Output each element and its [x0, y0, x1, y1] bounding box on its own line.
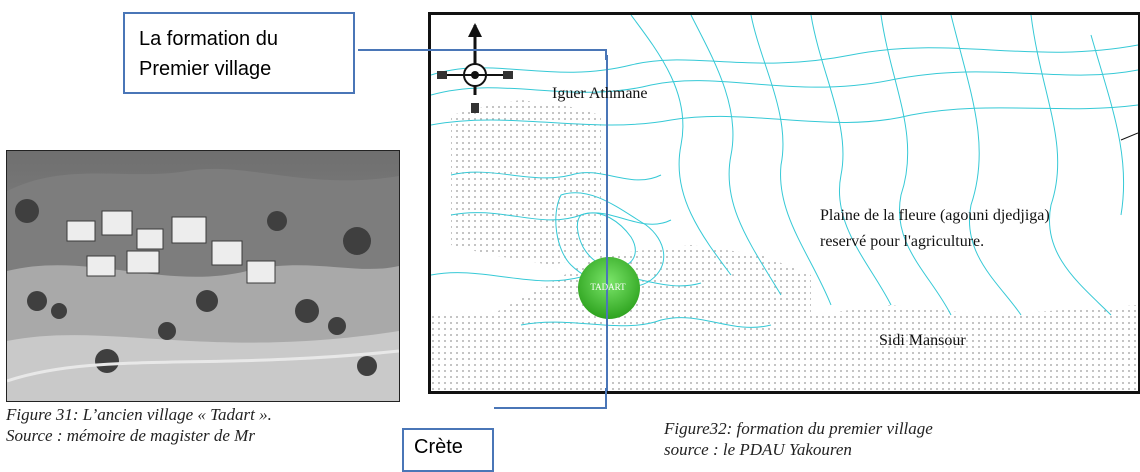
figure31-caption-line1: Figure 31: L’ancien village « Tadart ». — [6, 405, 272, 424]
edge-mark — [1120, 132, 1138, 141]
figure32-caption-line1: Figure32: formation du premier village — [664, 419, 933, 438]
compass-icon — [437, 23, 513, 113]
label-sidi-mansour: Sidi Mansour — [879, 332, 966, 349]
village-photo-drawing — [7, 151, 399, 401]
label-plaine: Plaine de la fleure (agouni djedjiga) re… — [820, 203, 1050, 255]
label-plaine-line1: Plaine de la fleure (agouni djedjiga) — [820, 207, 1050, 224]
callout-first-village-line1: La formation du — [139, 28, 278, 50]
callout-first-village: La formation du Premier village — [123, 12, 355, 94]
figure31-caption: Figure 31: L’ancien village « Tadart ». … — [6, 404, 406, 446]
tadart-marker — [578, 257, 640, 319]
map-drawing — [431, 15, 1138, 391]
label-plaine-line2: reservé pour l'agriculture. — [820, 233, 985, 250]
figure32-caption: Figure32: formation du premier village s… — [664, 418, 1104, 460]
dotted-zone-west — [451, 100, 601, 265]
site-map: Iguer Athmane Plaine de la fleure (agoun… — [428, 12, 1140, 394]
village-photo — [6, 150, 400, 402]
figure32-caption-line2: source : le PDAU Yakouren — [664, 440, 852, 459]
callout-first-village-line2: Premier village — [139, 58, 272, 80]
dotted-zone-south — [431, 245, 811, 391]
callout-crete: Crète — [402, 428, 494, 472]
label-iguer-athmane: Iguer Athmane — [552, 85, 648, 102]
label-tadart: TADART — [590, 282, 626, 292]
figure31-caption-line2: Source : mémoire de magister de Mr — [6, 426, 255, 445]
dotted-zone-southeast — [811, 305, 1138, 391]
contour-lines — [431, 15, 1138, 328]
